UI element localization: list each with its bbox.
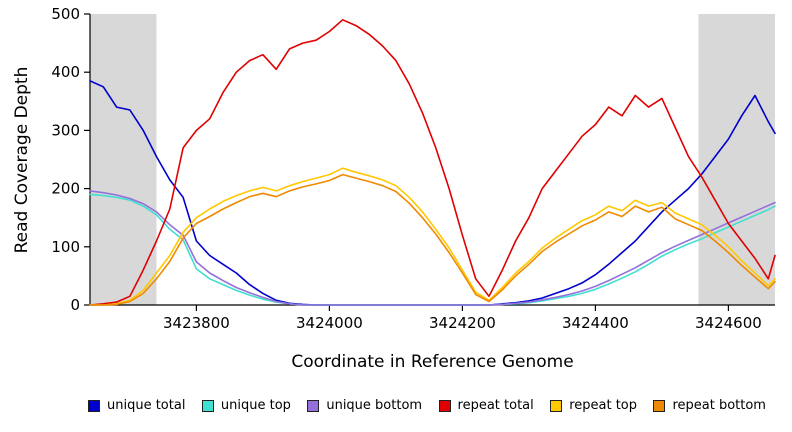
- legend-label-repeat-bottom: repeat bottom: [672, 398, 766, 413]
- svg-text:200: 200: [51, 180, 80, 198]
- legend-label-unique-total: unique total: [107, 398, 186, 413]
- legend-swatch-repeat-top: [550, 399, 563, 412]
- legend-item-unique-top: unique top: [201, 398, 291, 413]
- legend-swatch-unique-top: [201, 399, 214, 412]
- legend-label-repeat-total: repeat total: [457, 398, 534, 413]
- x-axis-title: Coordinate in Reference Genome: [291, 352, 574, 372]
- legend-swatch-unique-total: [88, 399, 100, 412]
- legend-item-unique-bottom: unique bottom: [307, 398, 422, 413]
- legend-label-unique-top: unique top: [220, 398, 291, 413]
- svg-text:400: 400: [51, 63, 80, 81]
- svg-text:300: 300: [51, 121, 80, 139]
- legend-label-unique-bottom: unique bottom: [326, 398, 423, 413]
- legend-item-unique-total: unique total: [88, 398, 185, 413]
- legend-swatch-unique-bottom: [307, 399, 320, 412]
- svg-text:3424400: 3424400: [562, 314, 629, 332]
- legend-item-repeat-bottom: repeat bottom: [653, 398, 766, 413]
- svg-text:500: 500: [51, 5, 80, 23]
- legend-item-repeat-top: repeat top: [550, 398, 637, 413]
- legend-swatch-repeat-total: [438, 399, 451, 412]
- legend: unique total unique top unique bottom re…: [88, 398, 766, 413]
- legend-item-repeat-total: repeat total: [438, 398, 534, 413]
- svg-text:0: 0: [70, 296, 80, 314]
- legend-swatch-repeat-bottom: [653, 399, 666, 412]
- y-axis-title: Read Coverage Depth: [12, 66, 32, 254]
- svg-text:3423800: 3423800: [163, 314, 230, 332]
- legend-label-repeat-top: repeat top: [569, 398, 637, 413]
- svg-text:3424200: 3424200: [429, 314, 496, 332]
- svg-text:100: 100: [51, 238, 80, 256]
- coverage-plot-svg: 0 100 200 300 400 500 3423800 3424000 3424200 342…: [51, 5, 776, 332]
- svg-text:3424000: 3424000: [296, 314, 363, 332]
- svg-text:3424600: 3424600: [695, 314, 762, 332]
